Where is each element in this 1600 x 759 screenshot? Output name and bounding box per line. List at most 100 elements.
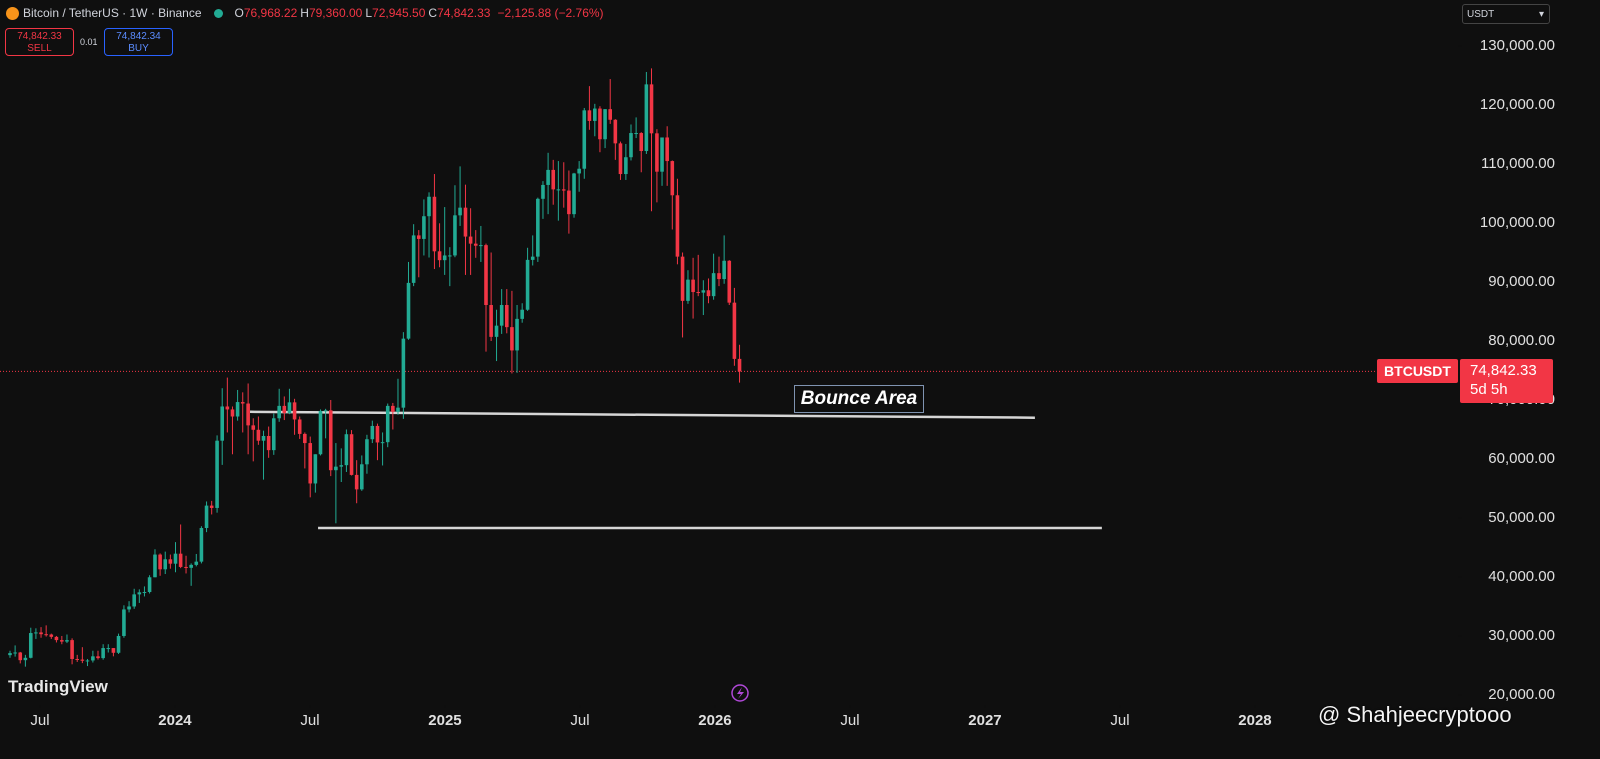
candle-body <box>54 636 59 641</box>
candle-body <box>158 554 162 570</box>
candle-body <box>184 566 188 568</box>
candle-body <box>401 338 406 408</box>
candle-body <box>556 189 561 191</box>
x-tick-label: 2028 <box>1238 712 1271 729</box>
y-tick-label: 50,000.00 <box>1488 509 1555 526</box>
buy-price: 74,842.34 <box>116 31 161 42</box>
candle-body <box>686 279 690 301</box>
candle-body <box>680 256 685 301</box>
ohlc-value: 74,842.33 <box>437 6 491 20</box>
watermark: @ Shahjeecryptooo <box>1318 702 1512 727</box>
annotation: Bounce Area <box>794 385 924 413</box>
candle-body <box>318 410 323 455</box>
candle-body <box>706 290 711 297</box>
candle-body <box>722 260 726 280</box>
y-tick-label: 20,000.00 <box>1488 686 1555 703</box>
candle-body <box>230 409 235 417</box>
candle-body <box>732 302 737 359</box>
buy-label: BUY <box>128 43 149 54</box>
ohlc-key: L <box>365 6 373 20</box>
candle-body <box>530 256 535 260</box>
candle-body <box>639 133 644 152</box>
lightning-icon[interactable] <box>731 684 749 702</box>
y-tick-label: 30,000.00 <box>1488 627 1555 644</box>
candle-body <box>354 474 359 490</box>
logo[interactable]: TradingView <box>8 677 108 696</box>
ohlc-key: C <box>428 6 438 20</box>
ohlc-value: 79,360.00 <box>308 6 363 20</box>
sell-label: SELL <box>27 43 52 54</box>
plot: 20,000.00 30,000.00 40,000.00 50,000.00 60,0… <box>0 37 1555 729</box>
y-tick-label: 120,000.00 <box>1480 96 1555 113</box>
candle-body <box>261 435 266 441</box>
sell-button[interactable]: 74,842.33 SELL <box>5 28 74 56</box>
candle-body <box>18 652 23 661</box>
candle-body <box>344 434 349 466</box>
y-tick-label: 90,000.00 <box>1488 273 1555 290</box>
y-tick-label: 60,000.00 <box>1488 450 1555 467</box>
candle-body <box>634 133 638 135</box>
price-tag: 74,842.33 5d 5h <box>1460 359 1553 404</box>
candle-body <box>717 273 721 280</box>
candle-body <box>365 439 369 465</box>
candle-body <box>142 592 147 594</box>
candle-body <box>510 327 514 351</box>
candle-body <box>515 318 519 351</box>
candle-body <box>737 358 742 372</box>
candle-body <box>479 245 483 247</box>
candle-body <box>655 133 659 172</box>
currency-select[interactable]: USDT <box>1462 4 1550 25</box>
candle-body <box>313 454 318 484</box>
candle-body <box>349 434 354 475</box>
candle-body <box>204 505 209 529</box>
x-tick-label: Jul <box>300 712 319 729</box>
candle-body <box>582 110 587 169</box>
candle-body <box>127 606 131 610</box>
symbol[interactable]: Bitcoin / TetherUS · 1W · Binance <box>23 6 202 20</box>
buy-button[interactable]: 74,842.34 BUY <box>104 28 173 56</box>
sell-price: 74,842.33 <box>17 31 62 42</box>
candle-body <box>132 594 136 607</box>
candle-body <box>297 419 302 434</box>
candle-body <box>339 465 344 467</box>
candle-body <box>308 443 313 484</box>
change: −2,125.88 (−2.76%) <box>497 6 604 20</box>
candle-body <box>215 440 219 508</box>
candle-body <box>240 402 245 404</box>
coin-icon <box>6 6 19 20</box>
candle-body <box>624 157 628 175</box>
candle-body <box>246 403 250 426</box>
candle-body <box>235 402 240 417</box>
candle-body <box>484 245 488 306</box>
candle-body <box>541 184 545 199</box>
candle-body <box>256 429 261 441</box>
y-tick-label: 110,000.00 <box>1481 155 1555 172</box>
x-tick-label: 2025 <box>428 712 461 729</box>
candle-body <box>422 216 426 239</box>
candle-body <box>416 235 421 239</box>
candle-body <box>173 553 178 564</box>
candle-body <box>618 143 623 175</box>
candle-body <box>608 109 612 120</box>
candle-body <box>727 260 732 303</box>
candle-body <box>65 640 69 642</box>
spread: 0.01 <box>80 37 98 47</box>
candle-body <box>122 609 126 636</box>
candle-body <box>80 659 85 661</box>
x-tick-label: Jul <box>840 712 859 729</box>
candle-body <box>453 215 457 256</box>
candle-body <box>28 633 33 658</box>
candle-body <box>287 402 292 413</box>
candle-body <box>670 161 675 196</box>
candle-body <box>85 660 90 662</box>
candle-body <box>463 207 468 237</box>
candle-body <box>427 196 431 217</box>
candle-body <box>194 561 199 565</box>
candle-body <box>432 196 437 252</box>
legend-header: Bitcoin / TetherUS · 1W · Binance O76,96… <box>6 6 607 20</box>
candle-body <box>44 634 48 636</box>
ohlc-key: O <box>234 6 244 20</box>
candle-body <box>49 634 54 637</box>
candle-body <box>499 305 504 326</box>
